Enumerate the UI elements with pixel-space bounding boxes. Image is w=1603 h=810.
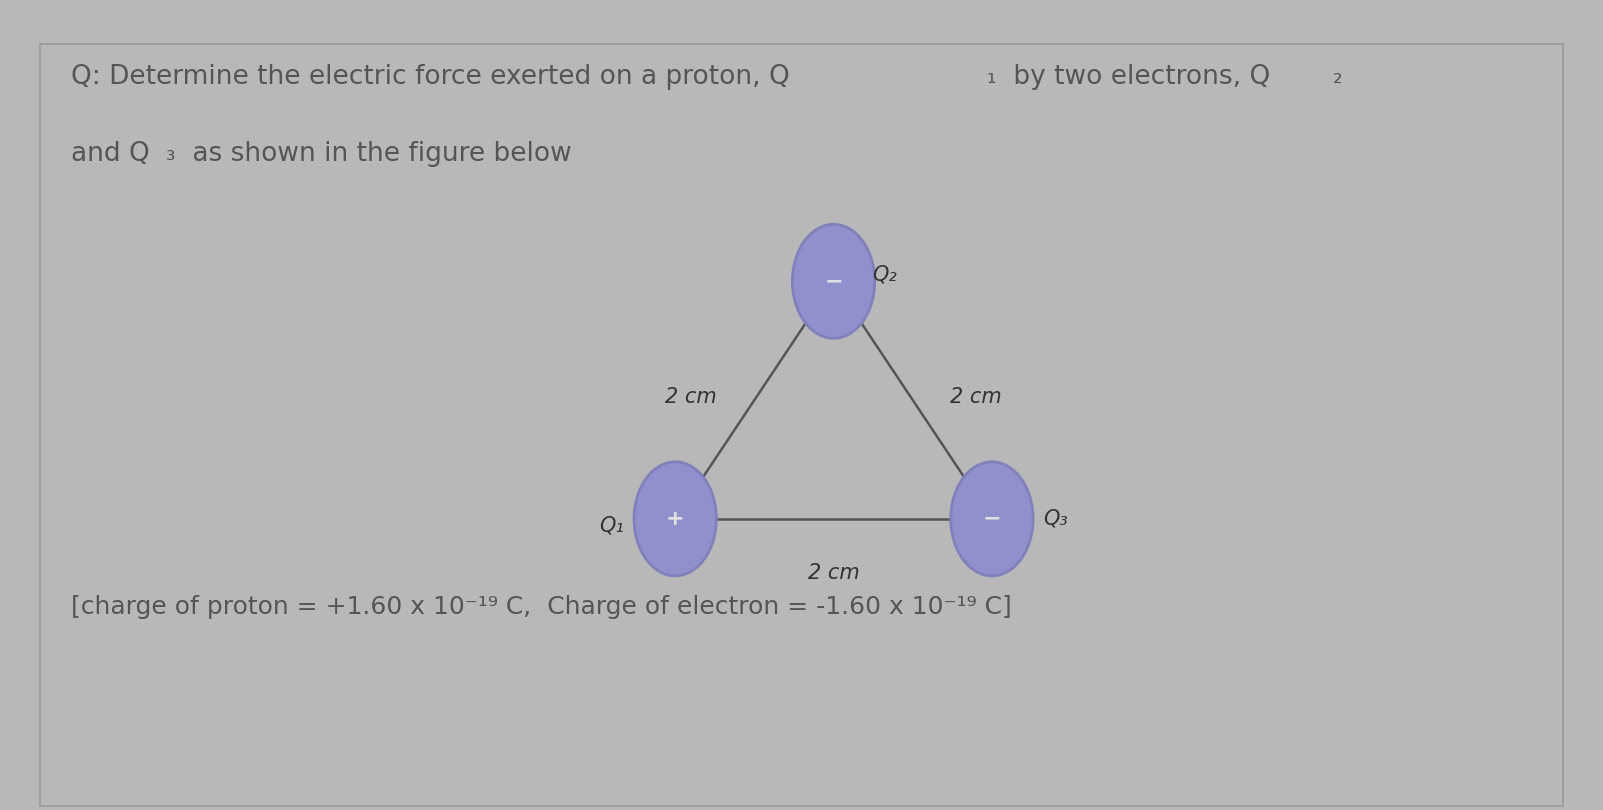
Text: as shown in the figure below: as shown in the figure below <box>184 141 572 167</box>
Text: −: − <box>983 509 1002 529</box>
Text: ₂: ₂ <box>1332 64 1342 87</box>
Text: Q₃: Q₃ <box>1044 509 1068 529</box>
Ellipse shape <box>635 462 717 576</box>
Text: 2 cm: 2 cm <box>665 387 717 407</box>
Ellipse shape <box>792 224 875 339</box>
Text: +: + <box>665 509 684 529</box>
Text: by two electrons, Q: by two electrons, Q <box>1005 64 1270 90</box>
Text: 2 cm: 2 cm <box>808 563 859 582</box>
Text: Q₂: Q₂ <box>872 265 896 285</box>
Text: [charge of proton = +1.60 x 10⁻¹⁹ C,  Charge of electron = -1.60 x 10⁻¹⁹ C]: [charge of proton = +1.60 x 10⁻¹⁹ C, Cha… <box>71 595 1011 619</box>
Text: ₁: ₁ <box>986 64 995 87</box>
Text: Q₁: Q₁ <box>600 515 624 535</box>
Text: and Q: and Q <box>71 141 149 167</box>
Text: Q: Determine the electric force exerted on a proton, Q: Q: Determine the electric force exerted … <box>71 64 789 90</box>
Text: 2 cm: 2 cm <box>951 387 1002 407</box>
Text: ₃: ₃ <box>167 141 175 164</box>
Ellipse shape <box>951 462 1032 576</box>
Text: −: − <box>824 271 843 292</box>
